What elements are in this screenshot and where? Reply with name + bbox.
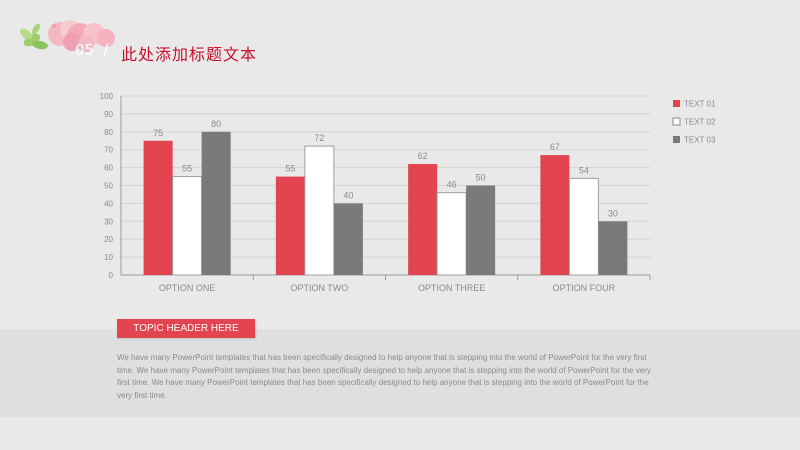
data-label: 55: [285, 164, 295, 174]
legend-swatch: [672, 117, 681, 126]
bar-text-01: [143, 140, 173, 275]
data-label: 75: [153, 128, 163, 138]
data-label: 55: [182, 164, 192, 174]
title-separator: /: [103, 40, 109, 59]
data-label: 40: [343, 190, 353, 200]
text-band: [0, 329, 800, 417]
bar-text-01: [540, 155, 570, 275]
bar-text-02: [304, 145, 335, 276]
bar-text-03: [598, 221, 628, 275]
chart-legend: TEXT 01 TEXT 02 TEXT 03: [672, 100, 716, 145]
y-tick-label: 80: [104, 128, 113, 137]
y-tick-label: 30: [104, 217, 113, 226]
y-tick-label: 10: [104, 253, 113, 262]
y-tick-label: 40: [104, 199, 113, 208]
x-tick-label: OPTION FOUR: [553, 283, 616, 293]
data-label: 30: [608, 208, 618, 218]
bar-chart: 0 10 20 30 40 50 60 70 80 90 100 OPTION ONE OPTION T…: [100, 92, 716, 293]
chart-bars: [143, 131, 628, 276]
flower-decoration-icon: [20, 20, 115, 52]
bar-text-01: [408, 164, 438, 275]
legend-swatch: [673, 100, 680, 107]
y-tick-label: 70: [104, 146, 113, 155]
data-label: 54: [579, 165, 589, 175]
legend-label: TEXT 03: [684, 136, 716, 145]
y-tick-label: 60: [104, 164, 113, 173]
x-tick-label: OPTION ONE: [159, 283, 216, 293]
y-tick-label: 20: [104, 235, 113, 244]
legend-label: TEXT 02: [684, 118, 716, 127]
bar-text-02: [568, 177, 599, 276]
bar-text-02: [436, 192, 467, 276]
section-number: 05: [75, 41, 95, 59]
page-title: 此处添加标题文本: [121, 45, 258, 64]
bar-text-03: [201, 131, 231, 275]
legend-swatch: [673, 136, 680, 143]
data-label: 46: [447, 180, 457, 190]
y-tick-label: 100: [100, 92, 114, 101]
data-label: 67: [550, 142, 560, 152]
bar-text-03: [333, 203, 363, 275]
data-label: 62: [418, 151, 428, 161]
y-tick-label: 0: [109, 271, 114, 280]
x-tick-label: OPTION TWO: [290, 283, 348, 293]
chart-data-labels: 75 55 80 55 72 40 62 46 50 67 54 30: [153, 119, 618, 219]
slide-header: 05 / 此处添加标题文本: [14, 14, 314, 64]
legend-label: TEXT 01: [684, 100, 716, 109]
bar-text-01: [275, 176, 305, 275]
data-label: 80: [211, 119, 221, 129]
y-tick-label: 50: [104, 182, 113, 191]
data-label: 50: [476, 173, 486, 183]
topic-header-button[interactable]: TOPIC HEADER HERE: [117, 319, 255, 338]
data-label: 72: [314, 133, 324, 143]
bar-text-02: [172, 176, 203, 276]
body-paragraph: We have many PowerPoint templates that h…: [117, 353, 651, 400]
x-tick-label: OPTION THREE: [418, 283, 485, 293]
bar-text-03: [466, 185, 496, 275]
y-tick-label: 90: [104, 110, 113, 119]
